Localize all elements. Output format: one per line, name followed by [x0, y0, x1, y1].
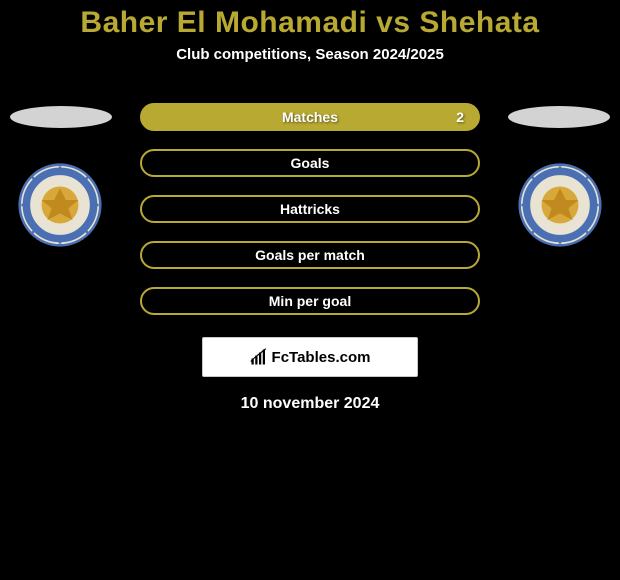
branding-box[interactable]: FcTables.com [202, 337, 418, 377]
stat-row-matches: Matches 2 [140, 103, 480, 131]
player-right-club-badge [518, 163, 602, 247]
comparison-widget: Baher El Mohamadi vs Shehata Club compet… [0, 0, 620, 413]
player-left-club-badge [18, 163, 102, 247]
bar-chart-icon [250, 348, 268, 366]
page-title: Baher El Mohamadi vs Shehata [80, 6, 539, 40]
stat-value: 2 [456, 109, 464, 125]
branding-text: FcTables.com [272, 349, 371, 366]
stats-rows: Matches 2 Goals Hattricks Goals per matc… [0, 103, 620, 315]
stat-row-goals: Goals [140, 149, 480, 177]
player-left-avatar-disc [10, 106, 112, 128]
stat-label: Min per goal [269, 293, 351, 309]
club-badge-icon [518, 163, 602, 247]
stat-row-min-per-goal: Min per goal [140, 287, 480, 315]
stat-row-hattricks: Hattricks [140, 195, 480, 223]
stat-label: Goals per match [255, 247, 365, 263]
club-badge-icon [18, 163, 102, 247]
subtitle: Club competitions, Season 2024/2025 [176, 46, 444, 63]
stat-label: Hattricks [280, 201, 340, 217]
player-right-avatar-disc [508, 106, 610, 128]
date-label: 10 november 2024 [241, 395, 380, 413]
stat-row-goals-per-match: Goals per match [140, 241, 480, 269]
stat-label: Goals [291, 155, 330, 171]
stat-label: Matches [282, 109, 338, 125]
